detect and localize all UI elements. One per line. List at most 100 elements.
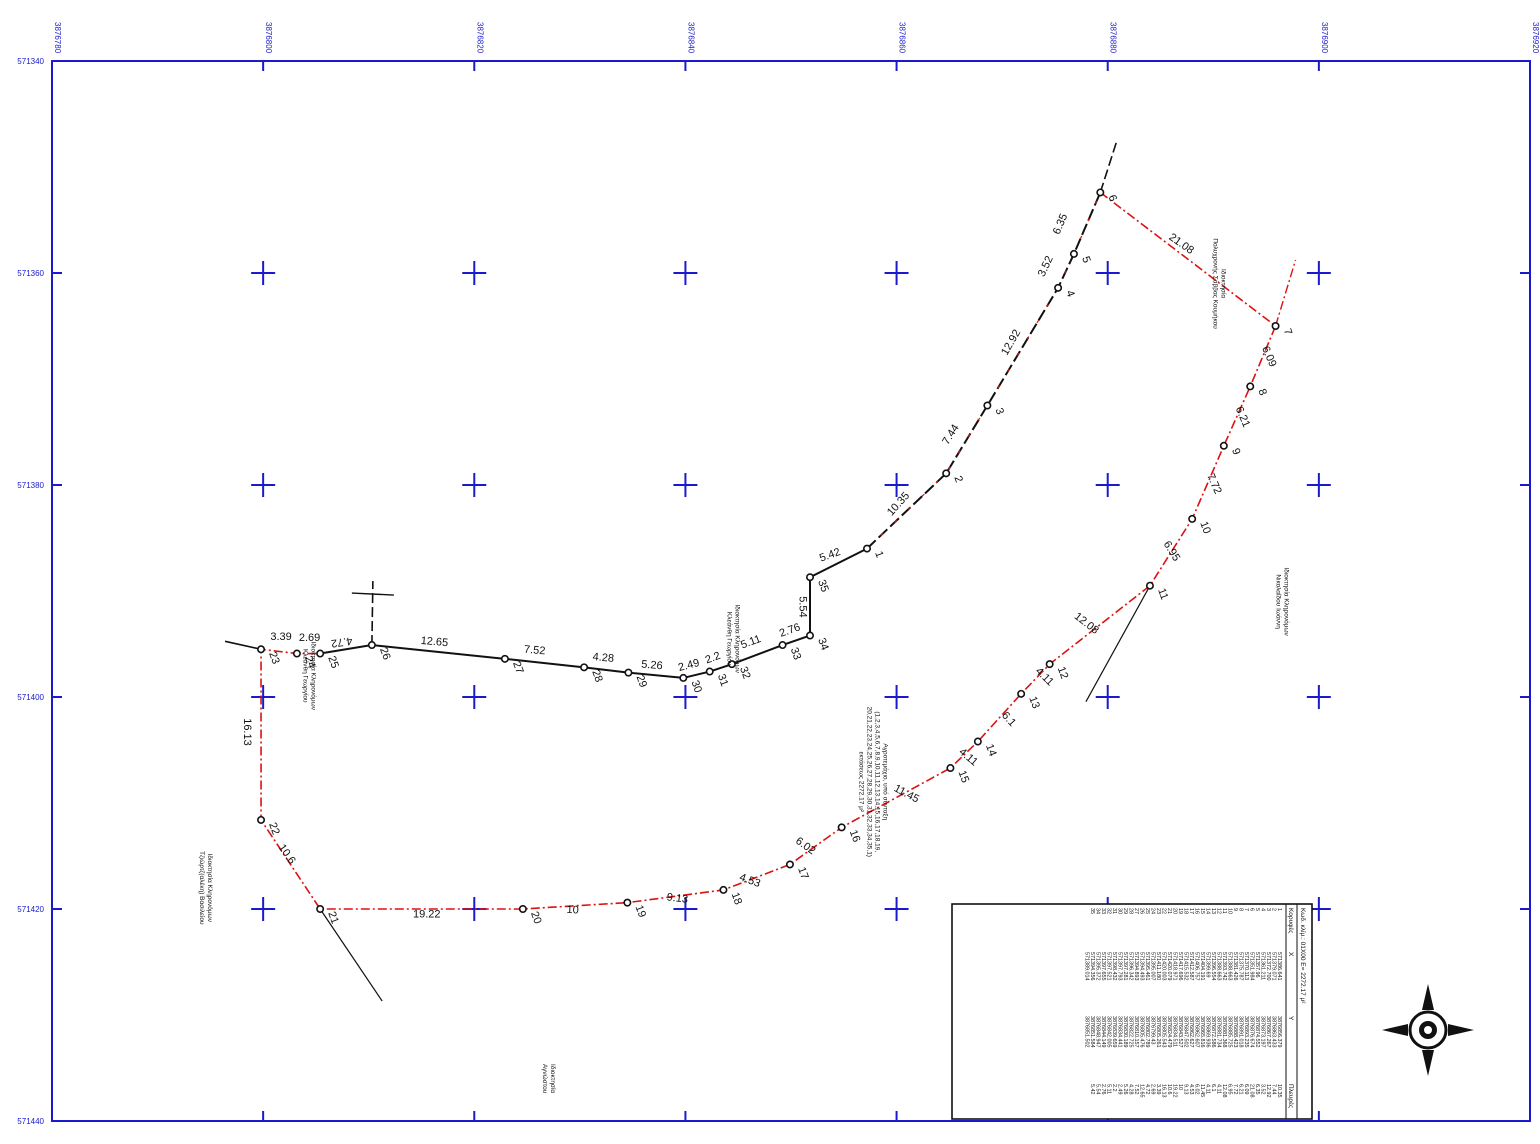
- table-cell: 571397.281: [1122, 952, 1128, 980]
- side-distance: 6.21: [1233, 405, 1252, 429]
- table-cell: 571396.342: [1128, 952, 1134, 980]
- table-cell: 571396.554: [1210, 952, 1216, 980]
- table-cell: 23: [1155, 908, 1161, 914]
- table-cell: 5.11: [1106, 1084, 1112, 1094]
- side-distance: 3.52: [1036, 254, 1056, 278]
- table-cell: 15: [1199, 908, 1205, 914]
- note-line: Αγροτεμάχιο, υπό σύνταξη: [882, 743, 890, 820]
- table-header: Κορυφές: [1287, 908, 1295, 933]
- vertex-label: 25: [325, 654, 340, 670]
- vertex-marker: [1045, 660, 1054, 669]
- table-cell: 27: [1133, 908, 1139, 914]
- table-cell: 571381.426: [1232, 952, 1238, 980]
- table-cell: 7.52: [1133, 1084, 1139, 1095]
- table-cell: 9: [1232, 908, 1238, 911]
- table-header: X: [1287, 952, 1294, 957]
- side-distance: 3.39: [270, 631, 291, 643]
- table-cell: 6.09: [1243, 1084, 1249, 1095]
- side-distance: 6.09: [1259, 344, 1278, 368]
- table-cell: 3876799.43: [1150, 1016, 1156, 1044]
- vertex-marker: [837, 823, 846, 832]
- y-tick-label: 571420: [17, 905, 44, 914]
- x-tick-label: 3876800: [264, 22, 273, 54]
- table-cell: 571394.893: [1133, 952, 1139, 980]
- table-cell: 28: [1128, 908, 1134, 914]
- table-cell: 571398.432: [1111, 952, 1117, 980]
- vertex-marker: [863, 544, 872, 553]
- vertex-marker: [679, 673, 688, 682]
- vertex-label: 23: [266, 650, 281, 666]
- table-cell: 571420.003: [1161, 952, 1167, 980]
- note-line: Ιδιοκτησία Κληρονόμων: [1283, 567, 1291, 635]
- note-line: Κλεάνθη Γεωργίου: [301, 649, 309, 703]
- side-distance: 10.6: [276, 842, 298, 866]
- table-cell: 3876867.267: [1265, 1016, 1271, 1047]
- side-distance: 10.35: [885, 490, 912, 518]
- table-cell: 8: [1238, 908, 1244, 911]
- side-distance: 21.08: [1167, 231, 1196, 257]
- table-cell: 571404.191: [1199, 952, 1205, 980]
- table-cell: 12.08: [1221, 1084, 1227, 1098]
- table-cell: 2.76: [1100, 1084, 1106, 1095]
- table-cell: 5.42: [1089, 1084, 1095, 1095]
- table-cell: 571357.96: [1254, 952, 1260, 977]
- vertex-marker: [500, 654, 509, 663]
- compass-ring: [1408, 1010, 1448, 1050]
- side-distance: 4.53: [738, 871, 762, 890]
- vertex-label: 8: [1255, 387, 1268, 397]
- vertex-marker: [942, 469, 951, 478]
- table-cell: 33: [1100, 908, 1106, 914]
- vertex-marker: [806, 631, 815, 640]
- vertex-label: 12: [1055, 665, 1070, 681]
- table-cell: 3876873.197: [1260, 1016, 1266, 1047]
- vertex-marker: [1017, 689, 1026, 698]
- vertex-marker: [1219, 441, 1228, 450]
- table-cell: 571415.532: [1183, 952, 1189, 980]
- side-distance: 2.76: [778, 621, 802, 640]
- side-distance: 5.11: [739, 633, 762, 651]
- note-line: Τζιώρτζ(αλέκη) Βασιλείου: [198, 851, 206, 925]
- side-distance: 5.26: [641, 658, 663, 672]
- property-note: Αγροτεμάχιο, υπό σύνταξη(1,2,3,4,5,6,7,8…: [858, 707, 890, 857]
- table-cell: 571375.787: [1238, 952, 1244, 980]
- table-cell: 17: [1188, 908, 1194, 914]
- side-distance: 16.13: [241, 718, 253, 746]
- table-cell: 3876876.674: [1249, 1016, 1255, 1047]
- vertex-marker: [367, 641, 376, 650]
- table-cell: 7.72: [1232, 1084, 1238, 1095]
- table-cell: 571379.071: [1271, 952, 1277, 980]
- vertex-label: 24: [302, 654, 317, 670]
- vertex-label: 16: [847, 828, 862, 844]
- table-title: Κωδ. κλίμ.: 01X00 E= 2272.17 μ²: [1299, 908, 1307, 1004]
- extension-line: [351, 592, 394, 596]
- side-distance: 9.13: [666, 891, 689, 906]
- table-cell: 19: [1177, 908, 1183, 914]
- vertex-marker: [1188, 514, 1197, 523]
- extension-line: [1085, 585, 1151, 702]
- vertex-marker: [316, 904, 325, 913]
- x-tick-label: 3876880: [1109, 22, 1118, 54]
- table-cell: 571412.587: [1188, 952, 1194, 980]
- table-cell: 20: [1172, 908, 1178, 914]
- table-cell: 571406.757: [1194, 952, 1200, 980]
- table-cell: 3876848.947: [1095, 1016, 1101, 1047]
- table-cell: 26: [1139, 908, 1145, 914]
- vertex-label: 31: [715, 672, 730, 688]
- table-cell: 7: [1243, 908, 1249, 911]
- table-cell: 571411.180: [1155, 952, 1161, 980]
- vertex-label: 9: [1229, 447, 1242, 457]
- coordinates-table-body: Κωδ. κλίμ.: 01X00 E= 2272.17 μ² Κορυφές X Y…: [951, 903, 1313, 1120]
- table-cell: 3876851.584: [1089, 1016, 1095, 1047]
- vertex-marker: [1054, 283, 1063, 292]
- side-distance: 4.28: [592, 651, 614, 665]
- table-cell: 3876843.527: [1177, 1016, 1183, 1047]
- table-cell: 571386.641: [1276, 952, 1282, 980]
- table-cell: 3.52: [1260, 1084, 1266, 1095]
- vertex-label: 1: [872, 550, 885, 560]
- table-cell: 571351.984: [1249, 952, 1255, 980]
- parcel-boundaries: [260, 191, 1277, 910]
- vertex-label: 3: [993, 406, 1006, 416]
- table-cell: 13: [1210, 908, 1216, 914]
- table-cell: 4.11: [1216, 1084, 1222, 1094]
- compass-arrow: [1422, 984, 1434, 1010]
